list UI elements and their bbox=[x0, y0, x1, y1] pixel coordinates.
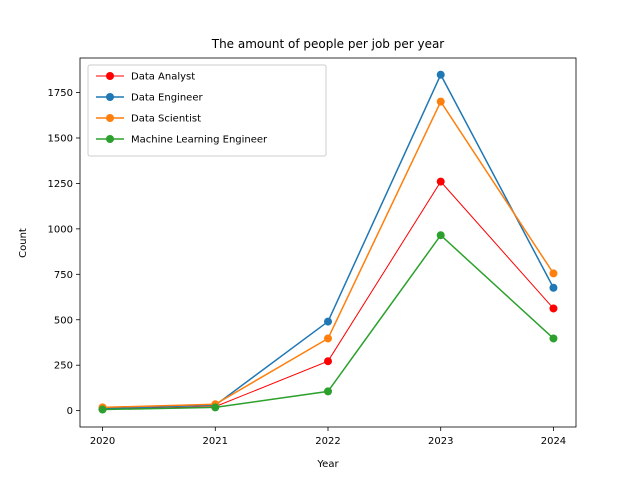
y-tick-label: 250 bbox=[54, 361, 73, 372]
legend-marker bbox=[106, 114, 114, 122]
legend-item: Machine Learning Engineer bbox=[96, 135, 268, 146]
data-point bbox=[324, 357, 332, 366]
y-axis-label: Count bbox=[18, 228, 29, 258]
data-point bbox=[211, 403, 220, 412]
x-axis-label: Year bbox=[316, 459, 339, 470]
x-tick-label: 2023 bbox=[428, 436, 453, 447]
y-tick-label: 750 bbox=[54, 270, 73, 281]
data-point bbox=[549, 334, 558, 343]
y-tick-label: 1750 bbox=[48, 88, 73, 99]
y-tick-label: 0 bbox=[67, 406, 73, 417]
legend: Data Analyst Data Engineer Data Scientist M… bbox=[87, 64, 327, 157]
x-tick-label: 2022 bbox=[315, 436, 340, 447]
series-3 bbox=[98, 231, 558, 414]
data-point bbox=[436, 70, 445, 79]
legend-item: Data Scientist bbox=[96, 114, 201, 125]
series-0 bbox=[98, 177, 558, 414]
y-tick-label: 1000 bbox=[48, 224, 73, 235]
data-point bbox=[436, 231, 445, 240]
legend-label: Data Analyst bbox=[131, 72, 195, 83]
series-line bbox=[102, 180, 554, 410]
y-tick-label: 500 bbox=[54, 315, 73, 326]
data-point bbox=[436, 97, 445, 106]
x-tick-label: 2021 bbox=[203, 436, 228, 447]
chart-title: The amount of people per job per year bbox=[211, 37, 445, 51]
data-point bbox=[324, 317, 332, 326]
data-point bbox=[549, 304, 558, 313]
legend-label: Machine Learning Engineer bbox=[131, 135, 268, 146]
legend-marker bbox=[106, 72, 114, 80]
legend-label: Data Engineer bbox=[131, 93, 203, 104]
x-tick-label: 2020 bbox=[90, 436, 115, 447]
data-point bbox=[549, 269, 558, 278]
data-point bbox=[436, 177, 445, 186]
y-tick-label: 1250 bbox=[48, 179, 73, 190]
legend-marker bbox=[106, 135, 114, 143]
axes: 2020 2021 2022 2023 2024 0 250 500 750 1000 1250 15… bbox=[48, 57, 577, 447]
legend-item: Data Analyst bbox=[96, 72, 195, 83]
legend-box bbox=[87, 64, 327, 157]
plot-area bbox=[98, 70, 558, 414]
x-tick-label: 2024 bbox=[541, 436, 566, 447]
legend-marker bbox=[106, 93, 114, 101]
data-point bbox=[324, 387, 332, 396]
data-point bbox=[549, 283, 558, 292]
legend-label: Data Scientist bbox=[131, 114, 201, 125]
legend-item: Data Engineer bbox=[96, 93, 203, 104]
data-point bbox=[98, 405, 107, 414]
y-tick-label: 1500 bbox=[48, 133, 73, 144]
data-point bbox=[324, 334, 332, 343]
